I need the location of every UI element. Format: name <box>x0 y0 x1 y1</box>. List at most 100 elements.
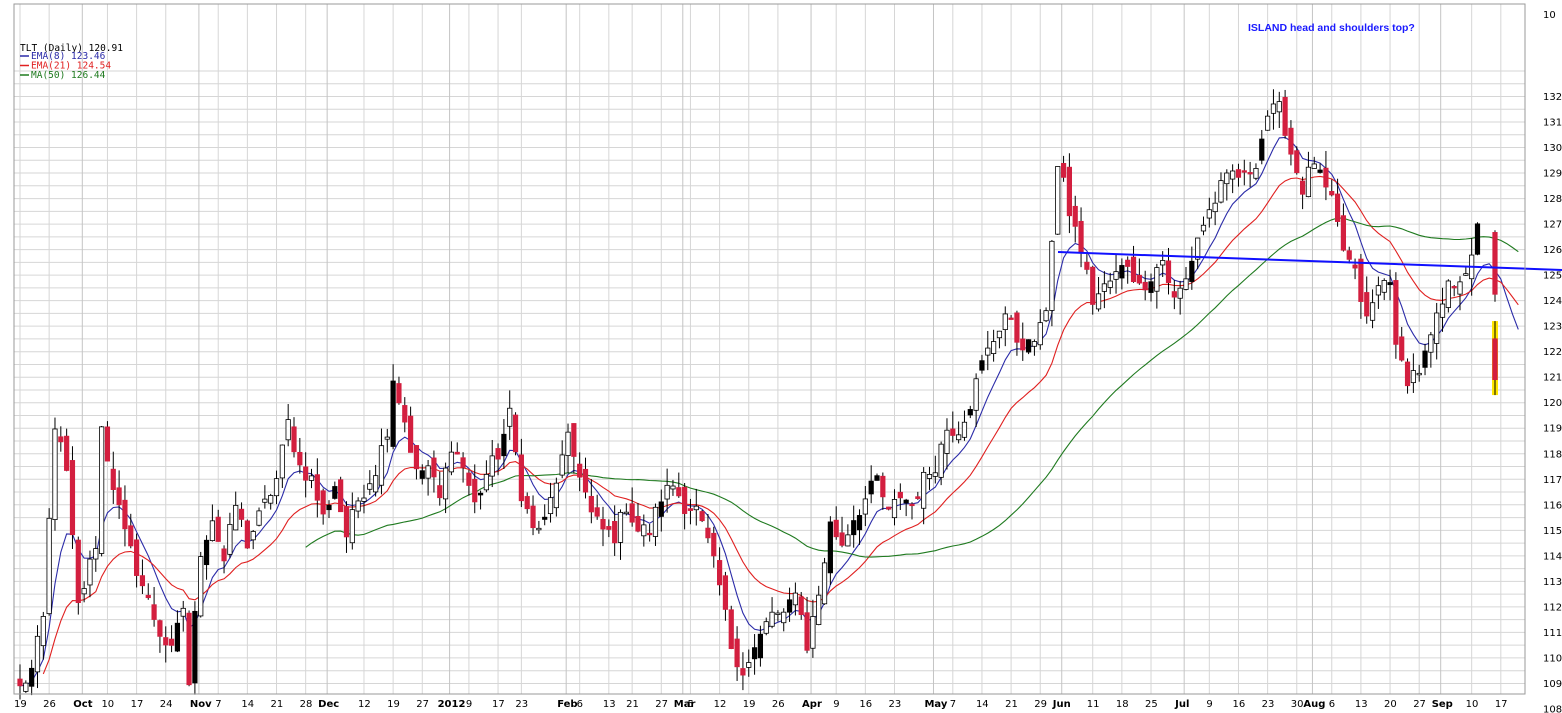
candle-body <box>413 445 420 470</box>
candle-body <box>145 594 151 599</box>
x-tick-label: 7 <box>950 699 956 710</box>
candle-body <box>839 532 845 546</box>
y-tick-label: 116 <box>1543 500 1562 511</box>
x-tick-label: 21 <box>271 699 284 710</box>
candle-body <box>34 635 41 673</box>
candle-body <box>612 520 618 544</box>
candle-body <box>816 594 822 625</box>
candle-body <box>1305 166 1312 198</box>
candle-body <box>437 485 443 499</box>
candle-body <box>722 575 729 610</box>
x-tick-label: 25 <box>1145 699 1158 710</box>
x-tick-label: 21 <box>626 699 639 710</box>
x-tick-label: 17 <box>131 699 144 710</box>
x-tick-label: Sep <box>1432 699 1453 710</box>
candle-body <box>687 508 694 511</box>
candle-body <box>664 484 670 500</box>
x-tick-label: 7 <box>215 699 221 710</box>
candle-body <box>52 428 58 520</box>
candle-body <box>705 527 711 539</box>
candle-body <box>332 486 338 499</box>
candle-body <box>1230 170 1236 180</box>
x-tick-label: 27 <box>1413 699 1426 710</box>
y-tick-label: 130 <box>1543 143 1562 154</box>
candle-body <box>775 612 781 615</box>
candle-body <box>81 588 87 595</box>
candle-body <box>571 423 577 457</box>
candle-body <box>676 487 682 497</box>
candle-body <box>1200 224 1207 232</box>
x-tick-label: Apr <box>802 699 822 710</box>
candle-body <box>763 621 769 634</box>
candle-body <box>1463 273 1469 276</box>
y-tick-label: 122 <box>1543 347 1562 358</box>
x-tick-label: Feb <box>557 699 577 710</box>
candle-body <box>122 499 128 530</box>
x-tick-label: Dec <box>318 699 339 710</box>
axis-layer: 1081091101111121131141151161171181191201… <box>13 3 1562 713</box>
candle-body <box>419 470 425 479</box>
candle-body <box>781 611 787 624</box>
y-tick-label: 132 <box>1543 92 1562 103</box>
candle-body <box>93 548 99 560</box>
candle-body <box>1253 168 1259 179</box>
neckline-trendline <box>1057 251 1562 271</box>
candle-body <box>862 498 868 515</box>
candle-body <box>944 429 950 454</box>
candle-body <box>384 436 390 440</box>
candle-body <box>338 479 344 513</box>
candle-body <box>1294 150 1300 174</box>
candle-body <box>378 445 385 486</box>
candle-body <box>938 443 944 478</box>
candle-body <box>670 485 676 490</box>
candle-body <box>1008 317 1014 320</box>
candle-body <box>501 433 507 457</box>
candle-body <box>1451 286 1457 289</box>
grid-layer <box>14 4 1525 694</box>
candle-body <box>1160 260 1166 266</box>
candle-body <box>1416 372 1422 376</box>
candle-body <box>489 455 495 477</box>
candle-body <box>1072 205 1078 227</box>
x-tick-label: 9 <box>1206 699 1212 710</box>
candle-body <box>518 454 524 502</box>
candle-body <box>151 604 157 620</box>
candle-body <box>1148 281 1154 293</box>
candle-body <box>647 532 653 536</box>
y-tick-label: 117 <box>1543 475 1562 486</box>
candle-body <box>536 527 542 531</box>
candle-body <box>40 616 46 647</box>
candle-body <box>582 468 589 493</box>
candle-body <box>851 520 857 536</box>
candle-body <box>880 475 886 498</box>
candle-body <box>203 539 210 566</box>
x-tick-label: 27 <box>655 699 668 710</box>
candle-body <box>1352 264 1358 269</box>
candle-body <box>46 517 52 615</box>
candle-body <box>373 475 379 493</box>
candle-body <box>886 506 892 510</box>
y-tick-label: 115 <box>1543 526 1562 537</box>
candle-body <box>402 405 408 423</box>
candle-body <box>110 468 116 490</box>
candle-body <box>728 609 734 650</box>
chart-legend: TLT (Daily) 120.91 EMA(8) 123.46EMA(21) … <box>20 43 123 81</box>
candle-body <box>1049 240 1055 311</box>
candle-body <box>845 534 851 547</box>
candle-body <box>1014 312 1020 343</box>
y-tick-label: 123 <box>1543 322 1562 333</box>
ma50-line <box>305 217 1519 558</box>
candle-body <box>1410 370 1416 384</box>
candle-body <box>915 496 921 499</box>
candle-body <box>1445 280 1451 308</box>
moving-average-layer <box>19 136 1519 687</box>
candle-body <box>903 499 909 504</box>
candle-body <box>17 678 23 687</box>
candle-body <box>1165 260 1172 284</box>
candle-body <box>1218 180 1224 203</box>
overlay-layer <box>1057 251 1562 271</box>
candle-body <box>553 482 559 509</box>
candle-body <box>1177 287 1183 299</box>
x-tick-label: 10 <box>101 699 114 710</box>
x-tick-label: 23 <box>515 699 528 710</box>
